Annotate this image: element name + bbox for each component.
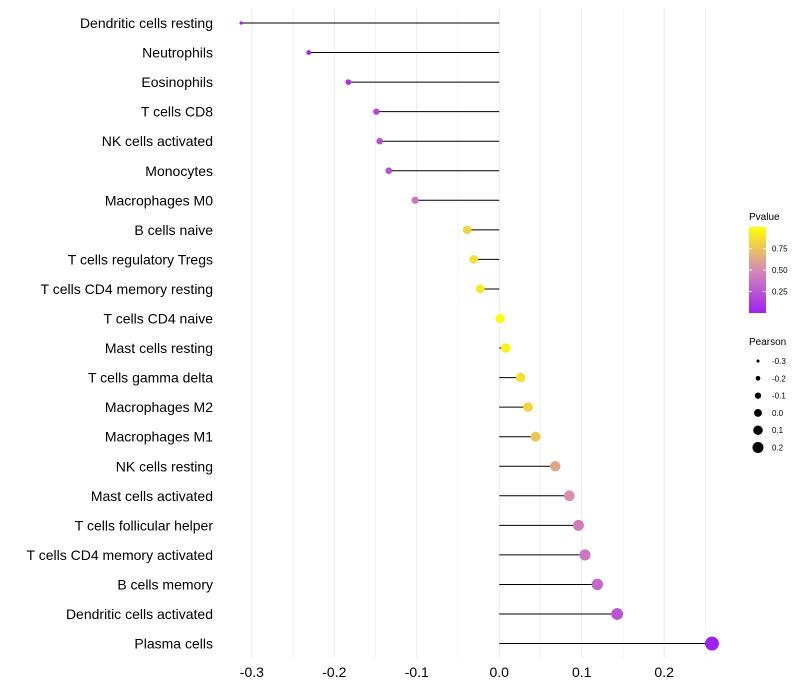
data-point <box>475 284 485 294</box>
data-point <box>462 225 472 235</box>
category-label: T cells CD4 memory activated <box>27 547 213 563</box>
size-legend-dot <box>754 408 762 417</box>
pearson-legend: Pearson -0.3 -0.2 -0.1 0.0 0.1 0.2 <box>749 337 786 454</box>
pvalue-colorbar <box>749 227 766 313</box>
category-label: Monocytes <box>145 163 213 179</box>
data-point <box>411 196 419 204</box>
category-label: Mast cells resting <box>105 340 213 356</box>
size-legend-label: 0.1 <box>772 426 784 435</box>
data-point <box>385 167 393 175</box>
data-point <box>572 519 584 531</box>
x-tick-label: -0.3 <box>240 664 264 680</box>
size-legend-label: -0.2 <box>772 374 786 383</box>
data-point <box>579 549 591 561</box>
size-legend-label: -0.3 <box>772 357 786 366</box>
data-point <box>611 608 624 620</box>
size-legend-dot <box>756 359 760 363</box>
colorbar-tick-label: 0.75 <box>772 245 788 254</box>
data-point <box>376 137 383 145</box>
category-label: Dendritic cells activated <box>66 606 213 622</box>
category-label: Neutrophils <box>142 45 213 61</box>
size-legend-dot <box>755 375 761 381</box>
category-label: Dendritic cells resting <box>80 15 213 31</box>
data-point <box>530 431 541 442</box>
size-legend-label: -0.1 <box>772 392 786 401</box>
category-label: Eosinophils <box>141 74 213 90</box>
data-point <box>306 50 312 55</box>
points <box>239 21 719 651</box>
pearson-legend-title: Pearson <box>749 337 786 348</box>
category-label: T cells gamma delta <box>88 370 213 386</box>
data-point <box>501 343 511 353</box>
size-legend-dot <box>754 392 762 399</box>
category-label: T cells CD4 memory resting <box>41 281 213 297</box>
x-tick-label: -0.2 <box>322 664 346 680</box>
data-point <box>469 255 478 264</box>
category-label: T cells CD4 naive <box>104 311 214 327</box>
stems <box>241 22 712 645</box>
size-legend-label: 0.0 <box>772 409 784 418</box>
x-tick-label: 0.2 <box>654 664 674 680</box>
size-legend-label: 0.2 <box>772 444 784 453</box>
data-point <box>373 108 380 115</box>
category-label: Mast cells activated <box>91 488 213 504</box>
colorbar-tick-label: 0.25 <box>772 288 788 297</box>
data-point <box>495 313 505 324</box>
x-tick-label: 0.1 <box>572 664 592 680</box>
category-label: NK cells resting <box>116 458 213 474</box>
category-label: Macrophages M2 <box>105 399 213 415</box>
data-point <box>550 461 561 472</box>
category-label: T cells follicular helper <box>75 517 214 533</box>
data-point <box>515 372 526 383</box>
pvalue-legend-title: Pvalue <box>749 212 780 223</box>
category-label: NK cells activated <box>102 133 213 149</box>
x-tick-labels: -0.3 -0.2 -0.1 0.0 0.1 0.2 <box>240 664 674 680</box>
data-point <box>239 21 243 25</box>
colorbar-tick-label: 0.50 <box>772 266 788 275</box>
category-label: B cells memory <box>117 576 213 592</box>
size-legend-dot <box>753 425 763 435</box>
category-label: B cells naive <box>134 222 213 238</box>
gridlines <box>251 8 706 658</box>
data-point <box>345 79 352 85</box>
category-label: T cells regulatory Tregs <box>68 251 213 267</box>
data-point <box>523 402 534 413</box>
category-label: T cells CD8 <box>141 104 213 120</box>
category-label: Plasma cells <box>134 636 213 652</box>
x-tick-label: -0.1 <box>405 664 429 680</box>
category-label: Macrophages M0 <box>105 192 213 208</box>
size-legend-dot <box>752 441 764 454</box>
category-label: Macrophages M1 <box>105 429 213 445</box>
data-point <box>705 636 719 651</box>
data-point <box>591 578 604 591</box>
category-labels: Dendritic cells resting Neutrophils Eosino… <box>27 15 214 652</box>
data-point <box>563 490 575 502</box>
pvalue-legend: Pvalue 0.25 0.50 0.75 <box>749 212 788 313</box>
x-tick-label: 0.0 <box>490 664 510 680</box>
